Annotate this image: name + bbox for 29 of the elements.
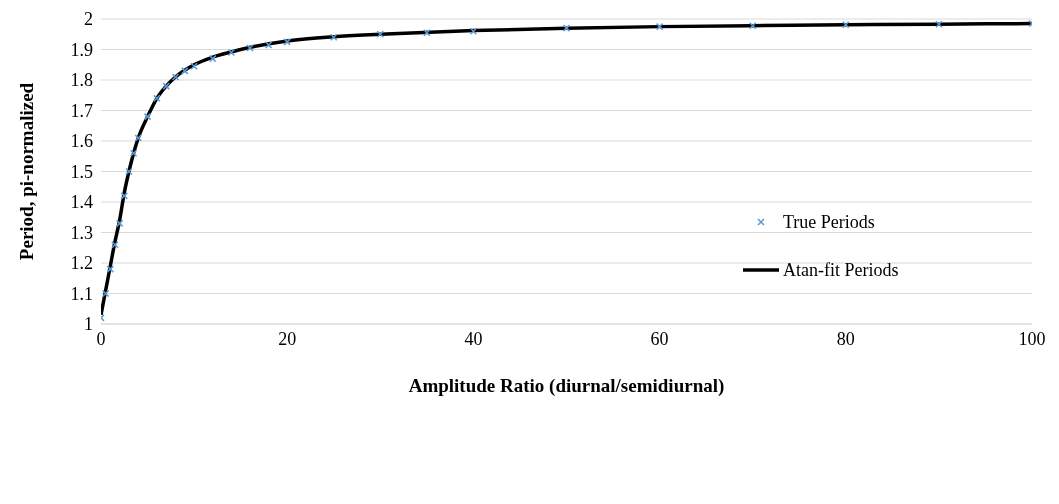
y-tick-label: 1.3 [70,222,93,243]
x-tick-label: 0 [96,328,106,349]
y-tick-label: 1.8 [70,70,93,91]
y-tick-label: 1 [84,314,93,335]
x-tick-label: 40 [464,328,483,349]
y-tick-label: 1.9 [70,39,93,60]
x-tick-label: 60 [650,328,669,349]
point [246,44,254,52]
x-axis-title: Amplitude Ratio (diurnal/semidiurnal) [408,375,725,397]
y-tick-label: 1.5 [70,161,93,182]
legend-label: True Periods [783,211,875,233]
point [655,22,664,31]
x-tick-label: 20 [278,328,297,349]
point [115,219,124,228]
point [842,21,850,29]
point [748,21,757,30]
point [181,67,189,75]
y-tick-label: 1.4 [70,192,93,213]
point [330,33,338,42]
x-tick-label: 80 [836,328,855,349]
y-tick-label: 1.2 [70,253,93,274]
y-tick-label: 1.7 [70,100,93,121]
y-tick-label: 2 [84,9,93,30]
y-tick-label: 1.1 [70,283,93,304]
x-tick-label: 100 [1018,328,1046,349]
legend-label: Atan-fit Periods [783,259,899,281]
y-axis-title: Period, pi-normalized [16,82,38,261]
point [143,112,152,121]
y-tick-label: 1.6 [70,131,93,152]
